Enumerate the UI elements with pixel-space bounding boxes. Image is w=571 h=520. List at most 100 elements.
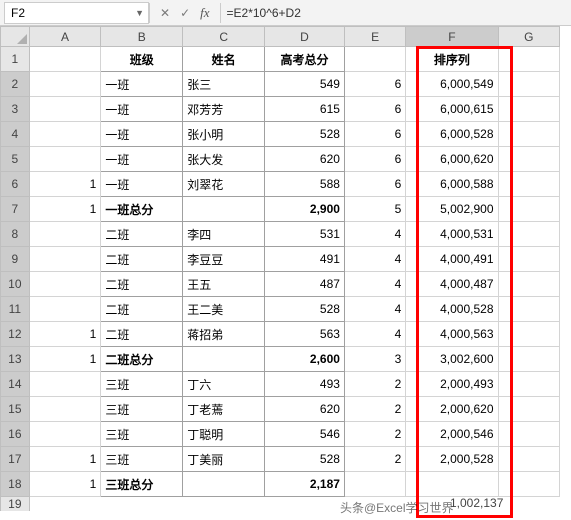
cell-E9[interactable]: 4 [344,247,405,272]
cell-D10[interactable]: 487 [265,272,345,297]
cell-D8[interactable]: 531 [265,222,345,247]
cell-D18[interactable]: 2,187 [265,472,345,497]
cell-A8[interactable] [29,222,101,247]
cell-C9[interactable]: 李豆豆 [183,247,265,272]
cell-G2[interactable] [498,72,560,97]
cell-G18[interactable] [498,472,560,497]
cell[interactable] [498,497,560,512]
cell[interactable] [265,497,345,512]
row-header[interactable]: 11 [1,297,30,322]
cell-F9[interactable]: 4,000,491 [406,247,498,272]
cell-E2[interactable]: 6 [344,72,405,97]
cell-G12[interactable] [498,322,560,347]
cell-G1[interactable] [498,47,560,72]
row-header[interactable]: 10 [1,272,30,297]
cell-A10[interactable] [29,272,101,297]
row-header[interactable]: 19 [1,497,30,512]
cell-F7[interactable]: 5,002,900 [406,197,498,222]
cell-E5[interactable]: 6 [344,147,405,172]
cell-B12[interactable]: 二班 [101,322,183,347]
cell-C3[interactable]: 邓芳芳 [183,97,265,122]
cell[interactable] [406,497,498,512]
cell-D2[interactable]: 549 [265,72,345,97]
cell-G6[interactable] [498,172,560,197]
cell-B1[interactable]: 班级 [101,47,183,72]
cell-G4[interactable] [498,122,560,147]
cell-F12[interactable]: 4,000,563 [406,322,498,347]
col-header-G[interactable]: G [498,27,560,47]
cell-C14[interactable]: 丁六 [183,372,265,397]
cell-E13[interactable]: 3 [344,347,405,372]
cell-D16[interactable]: 546 [265,422,345,447]
cell-A6[interactable]: 1 [29,172,101,197]
cell-B15[interactable]: 三班 [101,397,183,422]
cell-B13[interactable]: 二班总分 [101,347,183,372]
cell-E17[interactable]: 2 [344,447,405,472]
row-header[interactable]: 1 [1,47,30,72]
cell-B11[interactable]: 二班 [101,297,183,322]
cell-A16[interactable] [29,422,101,447]
cell-C12[interactable]: 蒋招弟 [183,322,265,347]
cell-B6[interactable]: 一班 [101,172,183,197]
row-header[interactable]: 13 [1,347,30,372]
cell-G10[interactable] [498,272,560,297]
cell-C11[interactable]: 王二美 [183,297,265,322]
cell-A11[interactable] [29,297,101,322]
row-header[interactable]: 8 [1,222,30,247]
cell-F3[interactable]: 6,000,615 [406,97,498,122]
col-header-C[interactable]: C [183,27,265,47]
row-header[interactable]: 16 [1,422,30,447]
cell-B8[interactable]: 二班 [101,222,183,247]
cell-C15[interactable]: 丁老蔫 [183,397,265,422]
cell-E15[interactable]: 2 [344,397,405,422]
cell-D14[interactable]: 493 [265,372,345,397]
select-all-corner[interactable] [1,27,30,47]
cell-G17[interactable] [498,447,560,472]
cell-D3[interactable]: 615 [265,97,345,122]
cell-C4[interactable]: 张小明 [183,122,265,147]
row-header[interactable]: 6 [1,172,30,197]
cell-A4[interactable] [29,122,101,147]
cell-B9[interactable]: 二班 [101,247,183,272]
cell-E14[interactable]: 2 [344,372,405,397]
cell-G5[interactable] [498,147,560,172]
cell-F14[interactable]: 2,000,493 [406,372,498,397]
cell-A12[interactable]: 1 [29,322,101,347]
cell-G7[interactable] [498,197,560,222]
formula-input[interactable]: =E2*10^6+D2 [221,6,571,20]
cell-C18[interactable] [183,472,265,497]
cell-C6[interactable]: 刘翠花 [183,172,265,197]
cell-C16[interactable]: 丁聪明 [183,422,265,447]
cell[interactable] [101,497,183,512]
cell-C7[interactable] [183,197,265,222]
chevron-down-icon[interactable]: ▼ [135,8,144,18]
cell-F15[interactable]: 2,000,620 [406,397,498,422]
cell-F16[interactable]: 2,000,546 [406,422,498,447]
col-header-B[interactable]: B [101,27,183,47]
row-header[interactable]: 14 [1,372,30,397]
cell-G11[interactable] [498,297,560,322]
row-header[interactable]: 3 [1,97,30,122]
cell-B7[interactable]: 一班总分 [101,197,183,222]
row-header[interactable]: 2 [1,72,30,97]
cell[interactable] [183,497,265,512]
cell-D12[interactable]: 563 [265,322,345,347]
cell-D5[interactable]: 620 [265,147,345,172]
cell-G13[interactable] [498,347,560,372]
row-header[interactable]: 4 [1,122,30,147]
col-header-A[interactable]: A [29,27,101,47]
cell-D9[interactable]: 491 [265,247,345,272]
col-header-F[interactable]: F [406,27,498,47]
cell-E8[interactable]: 4 [344,222,405,247]
cell-E11[interactable]: 4 [344,297,405,322]
cell-F5[interactable]: 6,000,620 [406,147,498,172]
row-header[interactable]: 5 [1,147,30,172]
cell-C1[interactable]: 姓名 [183,47,265,72]
cell-A18[interactable]: 1 [29,472,101,497]
cell-A15[interactable] [29,397,101,422]
cell-C17[interactable]: 丁美丽 [183,447,265,472]
cell-E3[interactable]: 6 [344,97,405,122]
cell-B3[interactable]: 一班 [101,97,183,122]
col-header-E[interactable]: E [344,27,405,47]
cell-F13[interactable]: 3,002,600 [406,347,498,372]
